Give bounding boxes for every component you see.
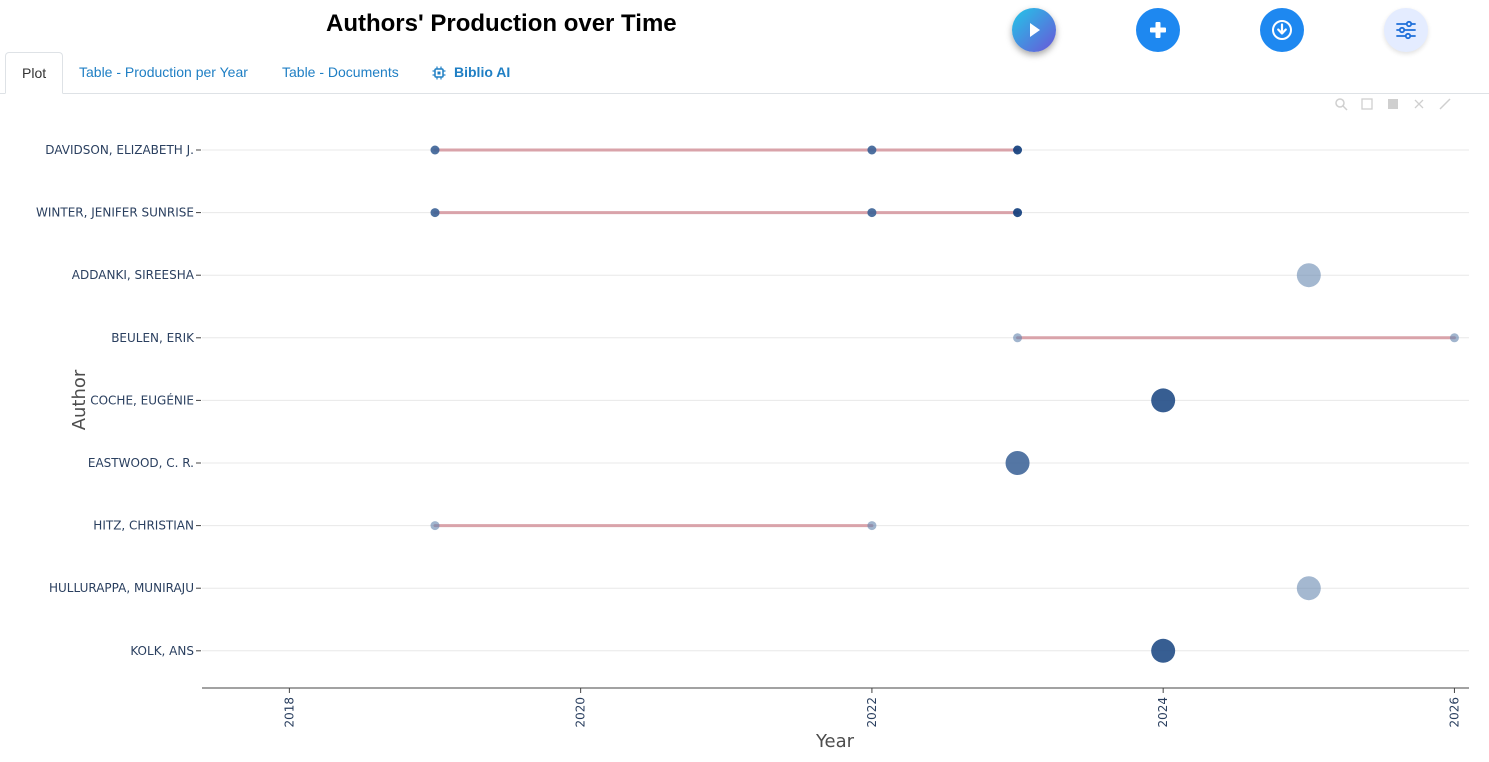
chip-icon	[432, 66, 446, 79]
y-tick-label: BEULEN, ERIK	[111, 331, 195, 345]
point-winter-jenifer-sunrise-2022[interactable]	[867, 208, 877, 218]
x-axis: 2018 2020 2022 2024 2026	[202, 687, 1469, 728]
tab-bar: Plot Table - Production per Year Table -…	[0, 52, 1489, 94]
y-tick-label: WINTER, JENIFER SUNRISE	[36, 206, 194, 220]
tab-production-per-year[interactable]: Table - Production per Year	[63, 52, 264, 93]
sliders-icon	[1396, 20, 1416, 40]
authors-production-chart: DAVIDSON, ELIZABETH J. WINTER, JENIFER SU…	[36, 143, 1469, 752]
timeline-segments	[433, 148, 1456, 528]
y-tick-label: HITZ, CHRISTIAN	[93, 519, 194, 533]
y-tick-label: EASTWOOD, C. R.	[88, 456, 194, 470]
point-hitz-christian-2019[interactable]	[430, 521, 440, 531]
x-tick-label: 2024	[1156, 697, 1170, 728]
data-points	[430, 145, 1459, 663]
grid-lines	[202, 149, 1469, 652]
download-icon	[1272, 20, 1292, 40]
x-tick-label: 2026	[1447, 697, 1461, 728]
plus-icon	[1150, 22, 1166, 38]
point-davidson-elizabeth-j-2019[interactable]	[430, 145, 440, 155]
pan-icon[interactable]	[1360, 97, 1374, 111]
page-title: Authors' Production over Time	[326, 10, 677, 37]
tab-documents-label: Table - Documents	[282, 64, 399, 80]
play-button[interactable]	[1012, 8, 1056, 52]
y-tick-label: HULLURAPPA, MUNIRAJU	[49, 581, 194, 595]
point-winter-jenifer-sunrise-2023[interactable]	[1013, 208, 1023, 218]
zoom-icon[interactable]	[1334, 97, 1348, 111]
tab-documents[interactable]: Table - Documents	[266, 52, 415, 93]
point-hullurappa-muniraju-2025[interactable]	[1296, 576, 1321, 601]
tab-production-per-year-label: Table - Production per Year	[79, 64, 248, 80]
point-addanki-sireesha-2025[interactable]	[1296, 263, 1321, 288]
tab-plot[interactable]: Plot	[5, 52, 64, 94]
point-beulen-erik-2026[interactable]	[1449, 333, 1459, 343]
autoscale-icon[interactable]	[1412, 97, 1426, 111]
x-tick-label: 2020	[574, 697, 588, 728]
settings-button[interactable]	[1384, 8, 1428, 52]
y-tick-label: DAVIDSON, ELIZABETH J.	[45, 143, 194, 157]
box-select-icon[interactable]	[1386, 97, 1400, 111]
play-icon	[1030, 23, 1040, 37]
point-hitz-christian-2022[interactable]	[867, 521, 877, 531]
tab-biblio-ai[interactable]: Biblio AI	[416, 52, 526, 93]
point-davidson-elizabeth-j-2023[interactable]	[1013, 145, 1023, 155]
reset-axes-icon[interactable]	[1438, 97, 1452, 111]
point-kolk-ans-2024[interactable]	[1151, 638, 1176, 663]
y-tick-label: KOLK, ANS	[130, 644, 194, 658]
x-tick-label: 2022	[865, 697, 879, 728]
point-eastwood-c-r-2023[interactable]	[1005, 451, 1030, 475]
y-tick-label: COCHE, EUGÉNIE	[90, 392, 194, 407]
add-button[interactable]	[1136, 8, 1180, 52]
tab-plot-label: Plot	[22, 65, 47, 81]
x-axis-title: Year	[815, 731, 855, 752]
y-axis: DAVIDSON, ELIZABETH J. WINTER, JENIFER SU…	[36, 143, 201, 658]
y-tick-label: ADDANKI, SIREESHA	[72, 268, 195, 282]
plot-modebar	[1334, 97, 1452, 111]
point-winter-jenifer-sunrise-2019[interactable]	[430, 208, 440, 218]
point-coche-eug-nie-2024[interactable]	[1151, 388, 1176, 413]
x-tick-label: 2018	[282, 697, 296, 728]
point-davidson-elizabeth-j-2022[interactable]	[867, 145, 877, 155]
tab-biblio-ai-label: Biblio AI	[454, 64, 511, 80]
point-beulen-erik-2023[interactable]	[1013, 333, 1023, 343]
download-button[interactable]	[1260, 8, 1304, 52]
y-axis-title: Author	[69, 369, 90, 430]
